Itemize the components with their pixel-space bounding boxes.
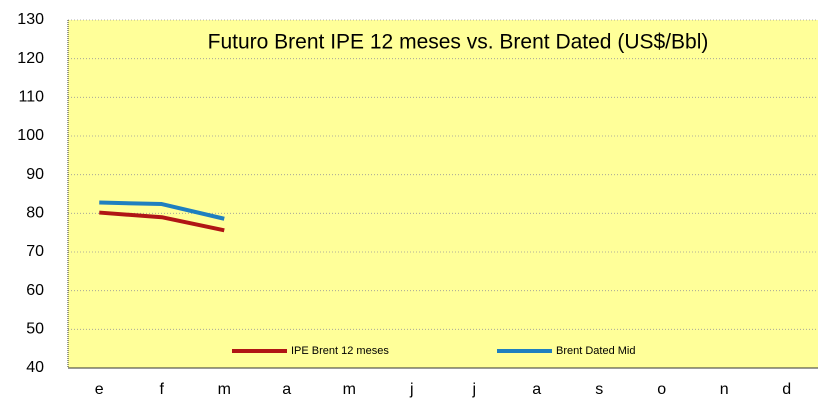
y-tick-label: 130 bbox=[17, 11, 44, 28]
x-tick-label: a bbox=[282, 381, 291, 398]
chart-title: Futuro Brent IPE 12 meses vs. Brent Date… bbox=[208, 31, 709, 54]
x-tick-label: j bbox=[409, 381, 414, 398]
y-tick-label: 40 bbox=[26, 359, 44, 376]
series-line bbox=[99, 200, 225, 221]
legend-label: IPE Brent 12 meses bbox=[291, 345, 389, 357]
y-tick-label: 60 bbox=[26, 282, 44, 299]
series-line bbox=[99, 210, 225, 233]
x-tick-label: a bbox=[532, 381, 541, 398]
y-tick-label: 80 bbox=[26, 205, 44, 222]
y-tick-label: 100 bbox=[17, 127, 44, 144]
x-tick-label: j bbox=[471, 381, 476, 398]
x-tick-label: d bbox=[782, 381, 791, 398]
x-tick-label: o bbox=[657, 381, 666, 398]
y-tick-label: 70 bbox=[26, 243, 44, 260]
x-tick-label: m bbox=[343, 381, 356, 398]
x-tick-label: s bbox=[595, 381, 603, 398]
x-tick-label: m bbox=[218, 381, 231, 398]
y-tick-label: 50 bbox=[26, 321, 44, 338]
y-tick-label: 110 bbox=[18, 89, 44, 106]
legend-label: Brent Dated Mid bbox=[556, 345, 635, 357]
plot-area bbox=[68, 20, 818, 368]
y-tick-label: 120 bbox=[17, 50, 44, 67]
x-tick-label: e bbox=[95, 381, 104, 398]
x-tick-label: f bbox=[160, 381, 165, 398]
x-tick-label: n bbox=[720, 381, 729, 398]
y-tick-label: 90 bbox=[26, 166, 44, 183]
